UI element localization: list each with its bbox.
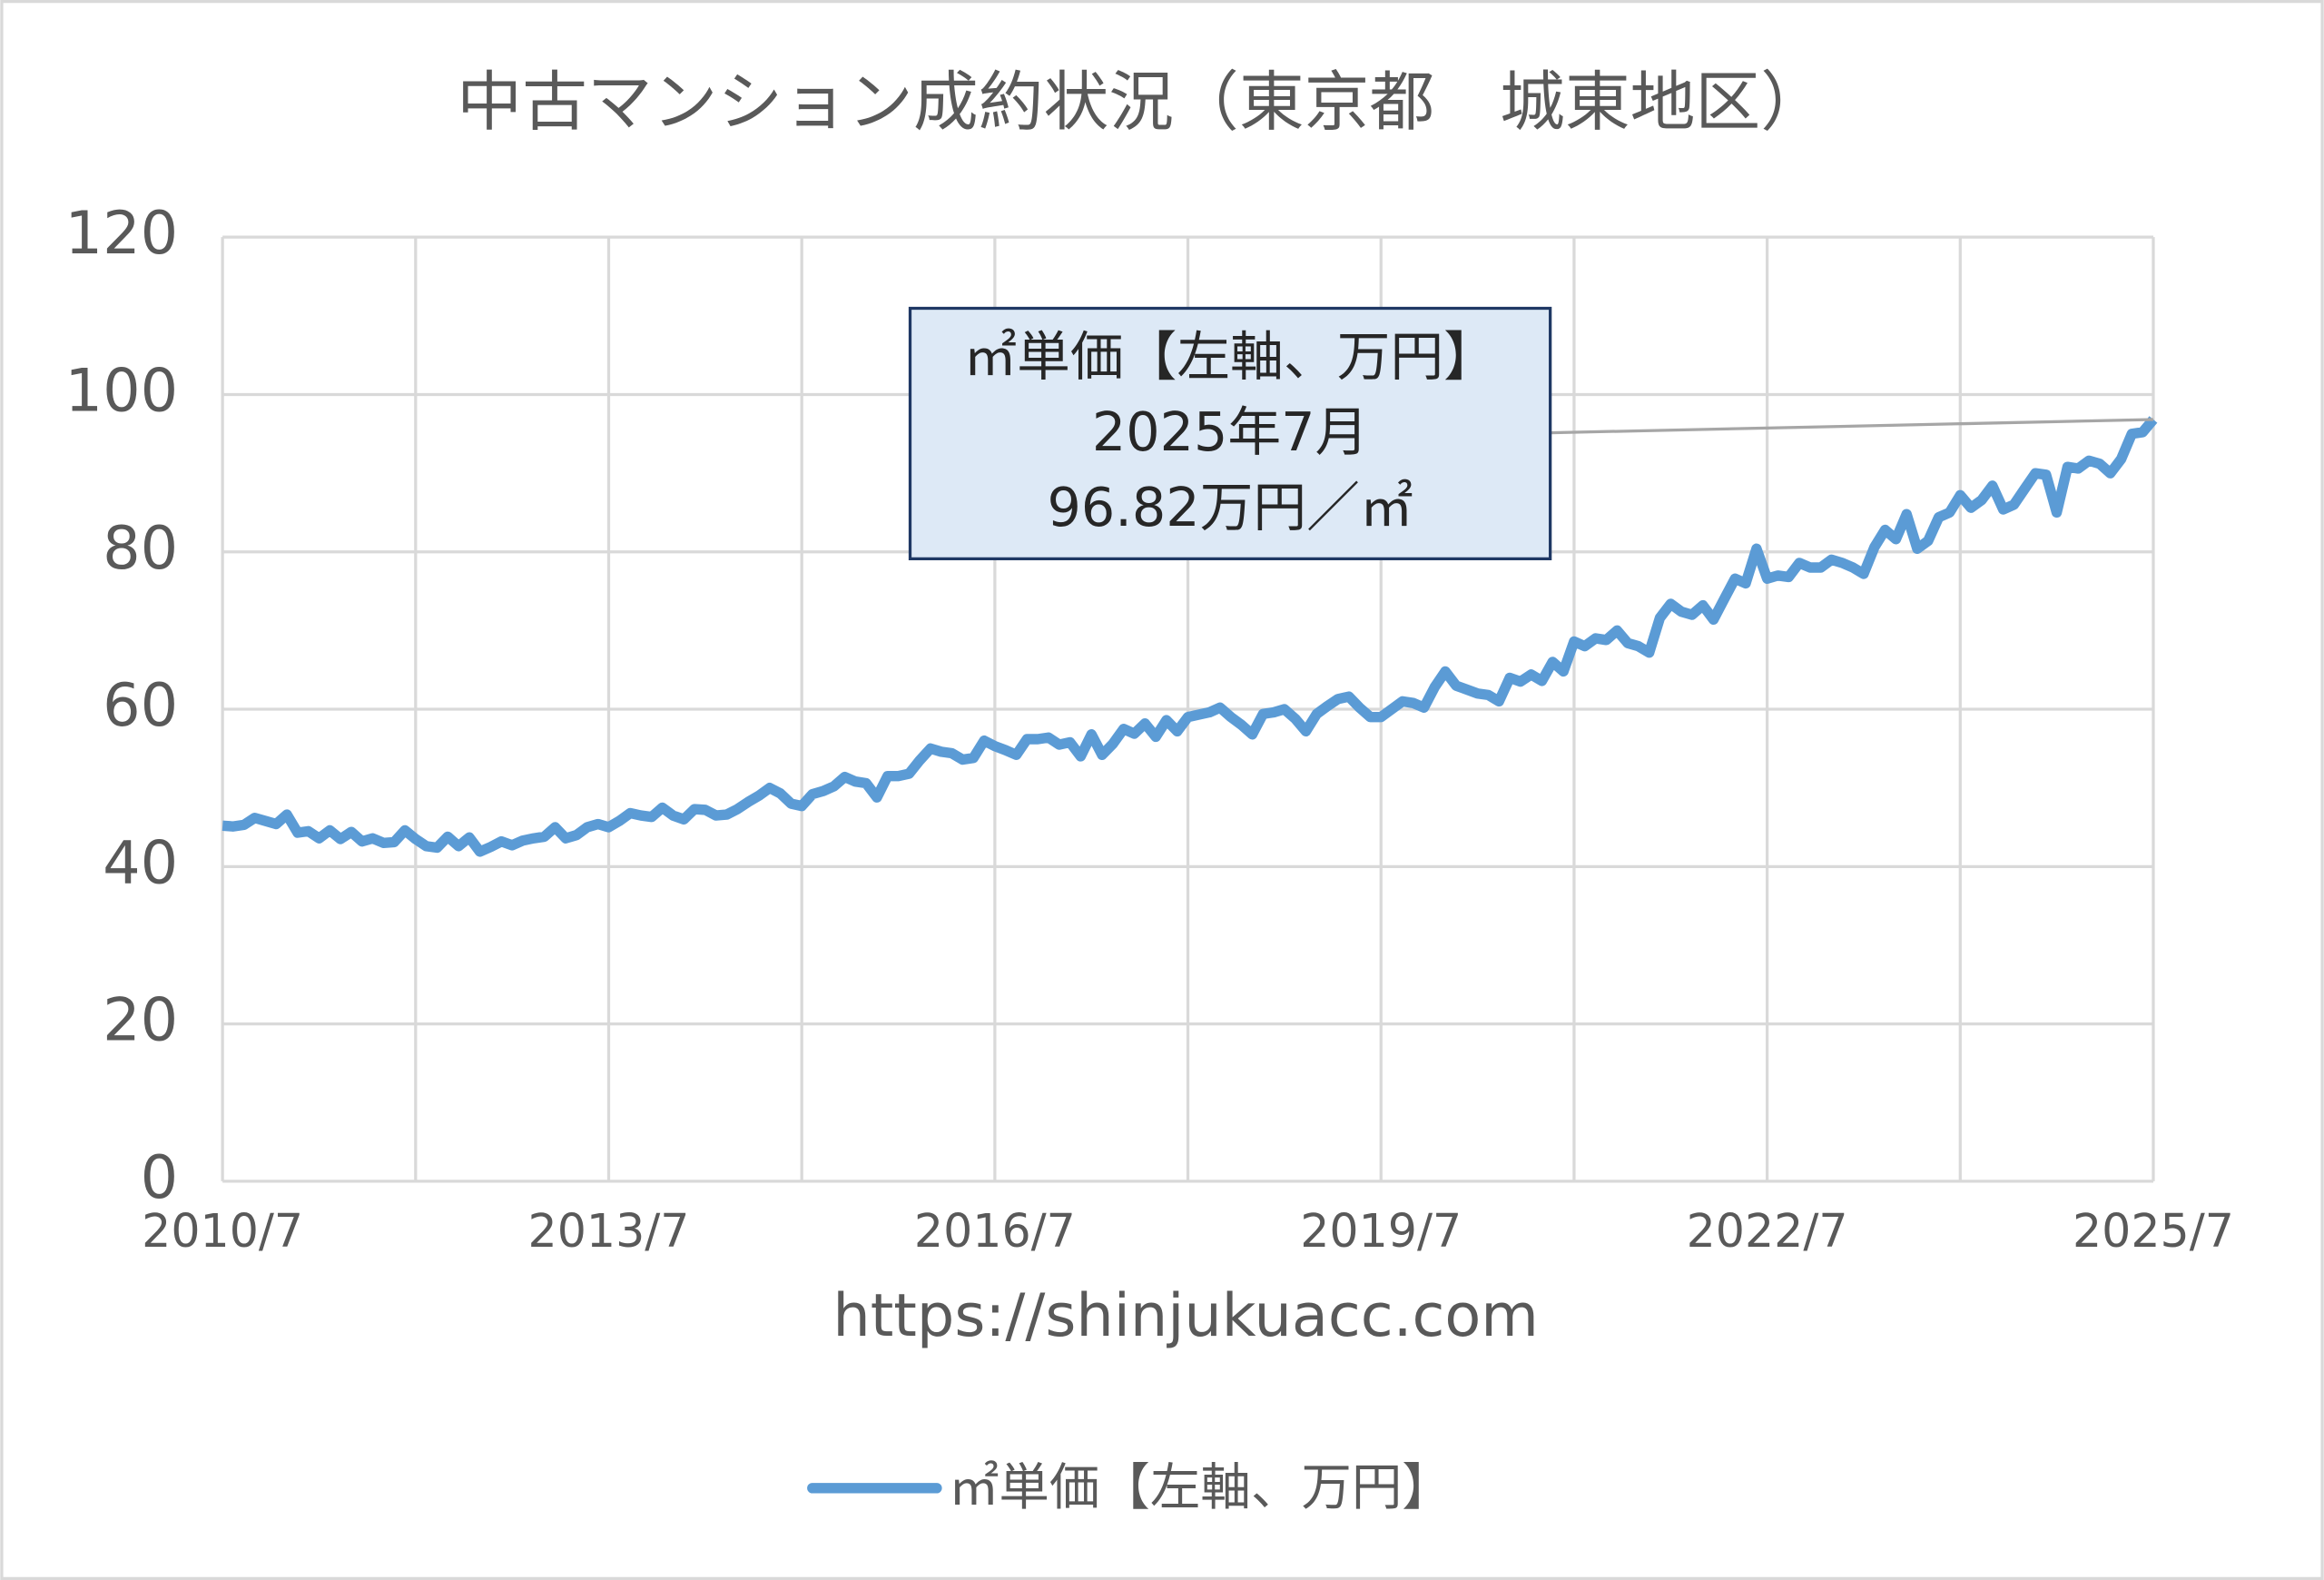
- x-tick-label: 2010/7: [142, 1204, 303, 1258]
- y-tick-label: 20: [103, 986, 178, 1055]
- y-tick-label: 80: [103, 514, 178, 583]
- callout-text: 96.82万円／㎡: [1047, 476, 1413, 538]
- x-tick-label: 2022/7: [1687, 1204, 1848, 1258]
- x-tick-label: 2025/7: [2073, 1204, 2234, 1258]
- y-tick-label: 60: [103, 671, 178, 740]
- callout-text: 2025年7月: [1092, 400, 1368, 463]
- y-tick-label: 0: [141, 1143, 179, 1212]
- y-tick-label: 40: [103, 828, 178, 897]
- callout-leader: [1550, 418, 2154, 435]
- source-url: https://shinjukuacc.com: [832, 1281, 1539, 1350]
- x-tick-label: 2013/7: [528, 1204, 690, 1258]
- callout-box: [908, 306, 1552, 560]
- x-tick-label: 2019/7: [1300, 1204, 1462, 1258]
- y-tick-label: 100: [65, 357, 179, 426]
- x-tick-label: 2016/7: [914, 1204, 1076, 1258]
- y-tick-label: 120: [65, 199, 179, 268]
- callout-text: ㎡単価【左軸、万円】: [963, 325, 1497, 388]
- chart-title: 中古マンション成約状況（東京都 城東地区）: [457, 64, 1826, 140]
- legend-label: ㎡単価【左軸、万円】: [949, 1458, 1452, 1517]
- data-line: [222, 416, 2158, 857]
